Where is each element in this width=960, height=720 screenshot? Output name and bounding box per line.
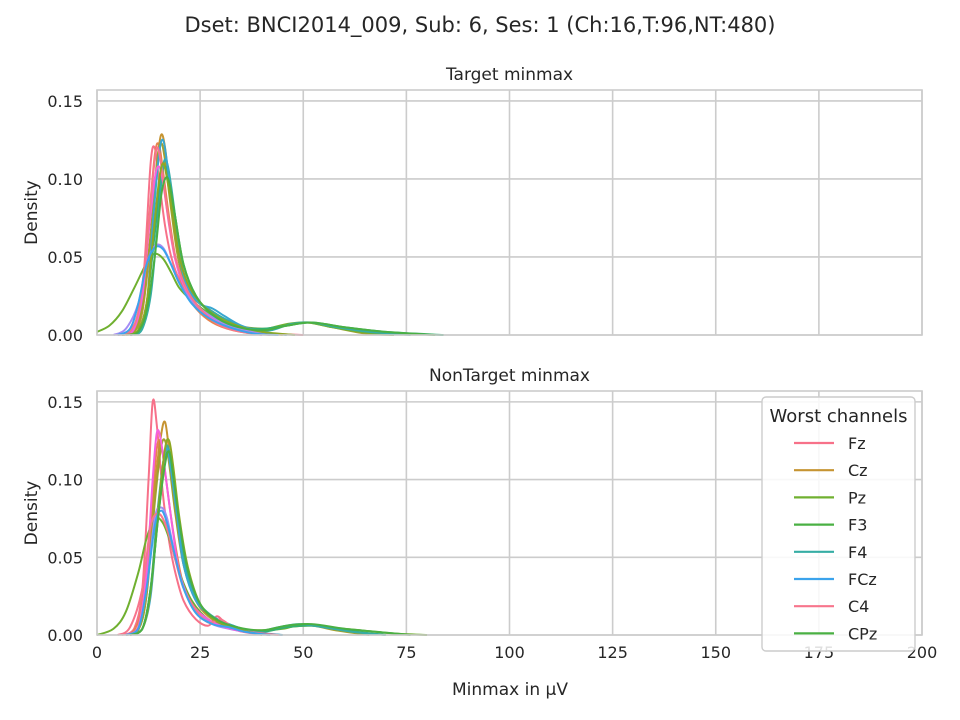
- series-lines: [96, 398, 428, 636]
- legend-label: CPz: [848, 624, 877, 643]
- y-tick-label: 0.05: [47, 548, 83, 567]
- x-tick-label: 50: [293, 643, 313, 662]
- legend-label: Cz: [848, 461, 868, 480]
- density-curve: [125, 509, 271, 636]
- series-lines: [96, 133, 444, 336]
- target-minmax-panel: Target minmax 0.00 0.05 0.10 0.15 Density: [22, 65, 923, 345]
- panel-title: NonTarget minmax: [429, 366, 590, 386]
- y-tick-label: 0.00: [47, 326, 83, 345]
- legend-label: FCz: [848, 570, 877, 589]
- x-tick-label: 100: [494, 643, 525, 662]
- y-tick-label: 0.10: [47, 471, 83, 490]
- figure-title: Dset: BNCI2014_009, Sub: 6, Ses: 1 (Ch:1…: [185, 13, 776, 38]
- density-curve: [117, 245, 279, 336]
- legend-title: Worst channels: [770, 406, 908, 427]
- density-curve: [129, 176, 436, 336]
- legend-label: Pz: [848, 488, 866, 507]
- x-axis-label: Minmax in μV: [452, 680, 568, 700]
- x-tick-label: 150: [700, 643, 731, 662]
- density-curve: [129, 450, 411, 636]
- y-tick-label: 0.15: [47, 92, 83, 111]
- y-tick-label: 0.00: [47, 626, 83, 645]
- y-tick-label: 0.05: [47, 248, 83, 267]
- legend-label: F4: [848, 543, 867, 562]
- x-tick-label: 0: [92, 643, 102, 662]
- y-axis-label: Density: [22, 180, 42, 245]
- y-axis-label: Density: [22, 481, 42, 546]
- legend: Worst channels Fz Cz Pz F3 F4 FCz C4 CPz: [761, 396, 916, 652]
- density-curve: [125, 162, 296, 336]
- legend-label: C4: [848, 597, 869, 616]
- x-tick-label: 125: [597, 643, 628, 662]
- legend-label: F3: [848, 516, 867, 535]
- grid: [96, 90, 923, 336]
- legend-label: Fz: [848, 434, 866, 453]
- panel-title: Target minmax: [445, 65, 573, 85]
- x-tick-label: 25: [190, 643, 210, 662]
- axes-frame: [96, 390, 923, 636]
- axes-frame: [96, 89, 923, 336]
- legend-box: [761, 396, 916, 652]
- y-tick-label: 0.10: [47, 170, 83, 189]
- y-tick-label: 0.15: [47, 393, 83, 412]
- x-tick-label: 75: [396, 643, 416, 662]
